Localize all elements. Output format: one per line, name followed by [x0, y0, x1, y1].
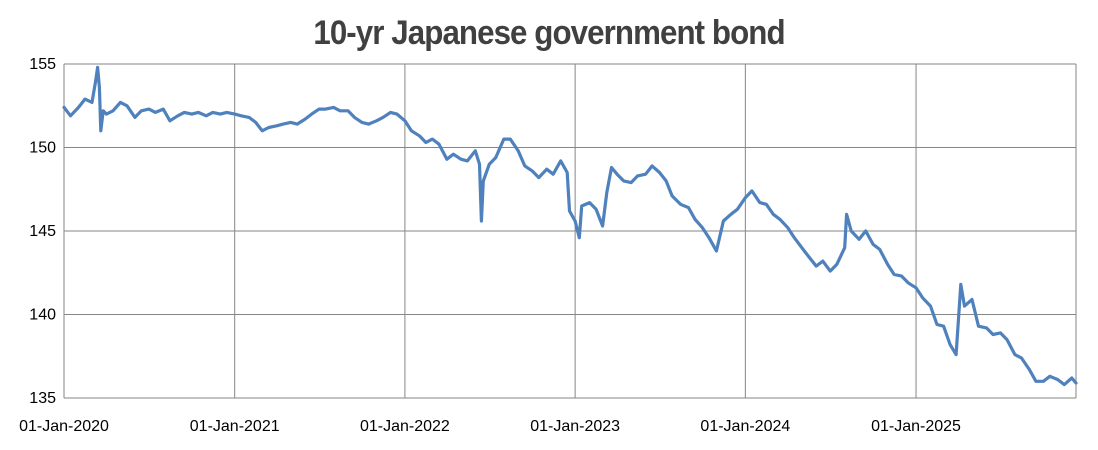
y-tick-label: 150: [29, 140, 56, 157]
x-tick-label: 01-Jan-2025: [871, 418, 961, 435]
y-tick-label: 140: [29, 307, 56, 324]
series-layer: [62, 65, 1078, 387]
x-tick-label: 01-Jan-2021: [190, 418, 280, 435]
y-tick-label: 145: [29, 223, 56, 240]
x-tick-label: 01-Jan-2024: [700, 418, 790, 435]
x-tick-label: 01-Jan-2023: [530, 418, 620, 435]
y-tick-labels: 135 140 145 150 155: [29, 56, 56, 407]
x-tick-label: 01-Jan-2020: [19, 418, 109, 435]
axes: [63, 64, 1076, 399]
y-tick-label: 135: [29, 390, 56, 407]
chart-title: 10-yr Japanese government bond: [313, 14, 785, 52]
x-tick-labels: 01-Jan-2020 01-Jan-2021 01-Jan-2022 01-Jan-…: [19, 418, 961, 435]
series-line: [62, 65, 1078, 387]
y-tick-label: 155: [29, 56, 56, 73]
x-tick-label: 01-Jan-2022: [360, 418, 450, 435]
